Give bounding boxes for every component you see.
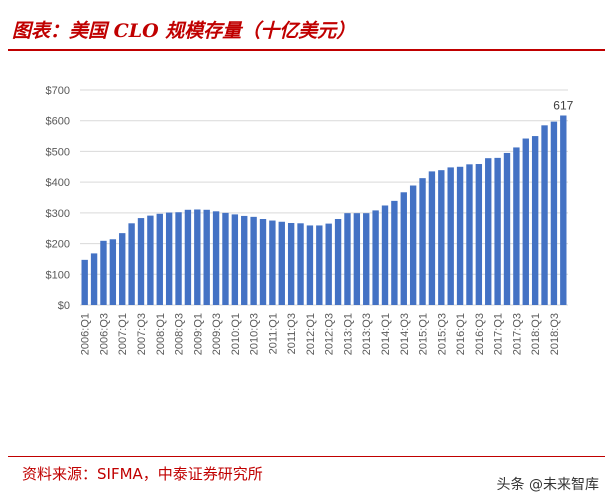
x-tick-label: 2011:Q3 xyxy=(286,313,298,354)
x-tick-label: 2007:Q1 xyxy=(117,313,129,355)
chart-title: 图表：美国 CLO 规模存量（十亿美元） xyxy=(12,20,356,42)
bar xyxy=(278,221,285,305)
bar xyxy=(409,185,417,305)
bar xyxy=(128,223,135,305)
bar xyxy=(485,158,492,305)
bar xyxy=(259,219,267,305)
bar xyxy=(428,171,436,305)
bar xyxy=(175,212,182,305)
bar xyxy=(137,218,145,305)
bar xyxy=(109,239,117,305)
bar xyxy=(287,222,295,305)
bar xyxy=(241,215,248,305)
bar xyxy=(269,220,276,305)
x-tick-label: 2013:Q3 xyxy=(361,313,373,355)
x-tick-label: 2012:Q3 xyxy=(324,313,336,355)
data-label: 617 xyxy=(553,98,573,112)
title-divider xyxy=(8,49,605,51)
bar xyxy=(250,216,257,305)
bar xyxy=(316,225,323,305)
x-tick-label: 2010:Q1 xyxy=(230,313,242,355)
x-tick-label: 2011:Q1 xyxy=(267,313,279,354)
bar xyxy=(503,152,511,305)
bar xyxy=(165,212,173,305)
x-tick-label: 2009:Q1 xyxy=(192,313,204,355)
bar xyxy=(119,233,126,305)
x-tick-label: 2018:Q1 xyxy=(530,313,542,355)
bar xyxy=(297,223,304,305)
bar xyxy=(147,215,154,305)
x-tick-label: 2018:Q3 xyxy=(549,313,561,355)
bar xyxy=(522,138,529,305)
x-tick-label: 2008:Q1 xyxy=(155,313,167,355)
bar xyxy=(400,192,407,305)
x-tick-label: 2016:Q3 xyxy=(474,313,486,355)
bar xyxy=(212,211,220,305)
y-tick-label: $700 xyxy=(46,85,70,97)
bar xyxy=(475,164,483,305)
x-tick-label: 2013:Q1 xyxy=(342,313,354,355)
bar xyxy=(531,136,539,305)
x-tick-label: 2006:Q3 xyxy=(98,313,110,355)
y-tick-label: $200 xyxy=(46,239,70,251)
bar xyxy=(231,214,239,305)
bar xyxy=(344,213,351,305)
bar xyxy=(513,147,520,305)
bar xyxy=(100,240,107,305)
bar xyxy=(391,200,398,305)
y-tick-label: $100 xyxy=(46,269,70,281)
bar xyxy=(194,209,201,305)
bar xyxy=(381,205,389,305)
bar xyxy=(438,170,445,305)
x-tick-label: 2015:Q3 xyxy=(436,313,448,355)
bar xyxy=(203,209,210,305)
bar xyxy=(353,213,361,305)
bar xyxy=(419,178,426,305)
watermark: 头条 @未来智库 xyxy=(496,477,599,493)
bar xyxy=(541,125,548,305)
y-tick-label: $600 xyxy=(46,116,70,128)
bar xyxy=(456,166,464,305)
x-tick-label: 2009:Q3 xyxy=(211,313,223,355)
bar xyxy=(81,259,88,305)
source-note: 资料来源：SIFMA，中泰证券研究所 xyxy=(22,465,263,483)
y-tick-label: $500 xyxy=(46,146,70,158)
x-tick-label: 2006:Q1 xyxy=(80,313,92,355)
bar xyxy=(90,253,98,305)
x-tick-label: 2012:Q1 xyxy=(305,313,317,355)
x-tick-label: 2017:Q3 xyxy=(511,313,523,355)
footer-divider xyxy=(8,456,605,457)
bar xyxy=(560,115,567,305)
bar xyxy=(447,167,454,305)
bar xyxy=(494,157,501,305)
y-tick-label: $0 xyxy=(58,300,70,312)
bar xyxy=(156,213,163,305)
bar xyxy=(334,219,342,305)
bar xyxy=(466,164,473,305)
bar xyxy=(550,121,558,305)
x-tick-label: 2008:Q3 xyxy=(174,313,186,355)
x-tick-label: 2016:Q1 xyxy=(455,313,467,355)
bar xyxy=(306,225,314,305)
x-tick-label: 2015:Q1 xyxy=(418,313,430,355)
bar xyxy=(325,223,332,305)
bar xyxy=(222,212,229,305)
bar xyxy=(363,213,370,305)
y-tick-label: $400 xyxy=(46,177,70,189)
bar xyxy=(372,210,379,305)
x-tick-label: 2017:Q1 xyxy=(493,313,505,355)
bar xyxy=(184,209,192,305)
x-tick-label: 2014:Q3 xyxy=(399,313,411,355)
x-tick-label: 2010:Q3 xyxy=(249,313,261,355)
x-tick-label: 2014:Q1 xyxy=(380,313,392,355)
x-tick-label: 2007:Q3 xyxy=(136,313,148,355)
y-tick-label: $300 xyxy=(46,208,70,220)
